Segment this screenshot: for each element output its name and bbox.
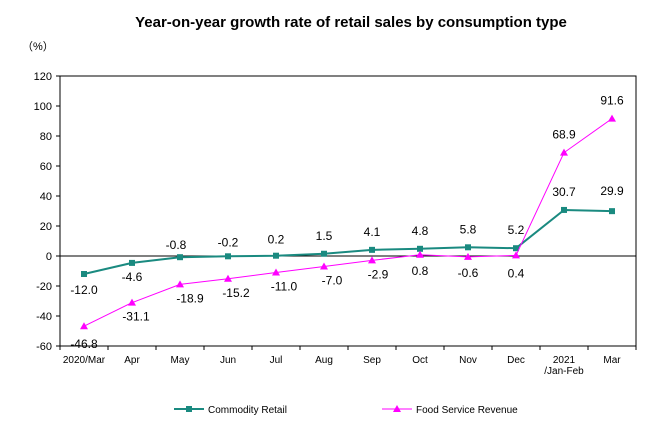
data-label: 0.2: [268, 233, 285, 247]
data-point: [416, 250, 424, 258]
data-point: [561, 206, 567, 213]
data-label: -0.2: [218, 235, 239, 249]
data-point: [272, 268, 280, 276]
data-point: [128, 298, 136, 306]
data-label: 30.7: [552, 185, 576, 199]
data-label: -11.0: [271, 280, 298, 294]
y-tick-label: 80: [40, 131, 52, 143]
data-point: [513, 245, 519, 252]
data-label: 0.8: [412, 264, 429, 278]
data-point: [273, 252, 279, 259]
y-tick-label: 40: [40, 191, 52, 203]
legend-label: Commodity Retail: [208, 405, 287, 416]
legend-item-commodity-retail: Commodity Retail: [174, 405, 287, 416]
x-tick-label: Dec: [507, 355, 525, 366]
data-label: -0.6: [458, 266, 479, 280]
data-point: [177, 254, 183, 261]
x-tick-label: Oct: [412, 355, 428, 366]
x-tick-label: Nov: [459, 355, 477, 366]
series-line: [83, 208, 613, 275]
y-tick-label: 0: [46, 251, 52, 263]
legend-marker: [393, 405, 401, 412]
data-label: -18.9: [176, 291, 204, 305]
y-axis-unit-label: （%）: [22, 40, 54, 53]
x-axis: 2020/Mar Apr May Jun Jul Aug Sep Oct Nov Dec 2021/…: [59, 346, 637, 377]
y-tick-label: 20: [40, 221, 52, 233]
legend-label: Food Service Revenue: [416, 405, 518, 416]
data-label: 5.2: [508, 223, 525, 237]
data-label: 4.1: [364, 225, 381, 239]
data-label: -12.0: [70, 283, 98, 297]
legend-item-food-service-revenue: Food Service Revenue: [382, 405, 518, 416]
y-axis: 120 100 80 60 40 20 0 -20 -40 -60: [34, 71, 60, 353]
series-line: [83, 118, 613, 327]
y-tick-label: 120: [34, 71, 52, 83]
data-point: [80, 322, 88, 330]
y-tick-label: -60: [36, 341, 52, 353]
chart-title: Year-on-year growth rate of retail sales…: [135, 14, 567, 31]
data-point: [176, 280, 184, 288]
y-tick-label: -20: [36, 281, 52, 293]
legend: Commodity Retail Food Service Revenue: [174, 405, 518, 416]
data-label: 5.8: [460, 222, 477, 236]
x-tick-label: 2021/Jan-Feb: [544, 355, 584, 377]
data-point: [560, 148, 568, 156]
data-label: -4.6: [122, 270, 143, 284]
data-label: 29.9: [600, 184, 624, 198]
data-point: [417, 245, 423, 252]
data-point: [320, 262, 328, 270]
data-point: [321, 250, 327, 257]
y-tick-label: -40: [36, 311, 52, 323]
data-label: -0.8: [166, 238, 187, 252]
data-point: [609, 208, 615, 215]
data-label: 91.6: [600, 94, 624, 108]
x-tick-label: Jul: [270, 355, 283, 366]
x-tick-label: 2020/Mar: [63, 355, 106, 366]
series-commodity-retail: [81, 206, 615, 277]
x-tick-label: Jun: [220, 355, 236, 366]
y-tick-label: 60: [40, 161, 52, 173]
data-point: [81, 271, 87, 277]
data-label: 1.5: [316, 229, 333, 243]
data-label: 4.8: [412, 224, 429, 238]
legend-marker: [186, 406, 192, 412]
data-point: [464, 252, 472, 260]
data-label: -15.2: [222, 286, 250, 300]
data-point: [369, 246, 375, 253]
plot-area: [59, 75, 637, 347]
data-label: -31.1: [122, 310, 150, 324]
data-label: 68.9: [552, 128, 576, 142]
series-layer: [80, 114, 616, 330]
x-tick-label: May: [171, 355, 190, 366]
series-food-service-revenue: [80, 114, 616, 330]
data-point: [224, 274, 232, 282]
data-point: [608, 114, 616, 122]
data-label: -7.0: [322, 274, 343, 288]
x-tick-label: Mar: [603, 355, 621, 366]
data-point: [129, 259, 135, 266]
data-point: [512, 251, 520, 259]
x-tick-label: Sep: [363, 355, 381, 366]
data-label: 0.4: [508, 266, 525, 280]
data-label: -46.8: [70, 337, 98, 351]
data-point: [368, 256, 376, 264]
data-label: -2.9: [368, 267, 389, 281]
x-tick-label: Aug: [315, 355, 333, 366]
data-labels: -12.0 -4.6 -0.8 -0.2 0.2 1.5 4.1 4.8 5.8 5.2 30.7 2…: [70, 94, 624, 352]
x-tick-label: Apr: [124, 355, 140, 366]
y-tick-label: 100: [34, 101, 52, 113]
data-point: [225, 253, 231, 260]
data-point: [465, 244, 471, 251]
